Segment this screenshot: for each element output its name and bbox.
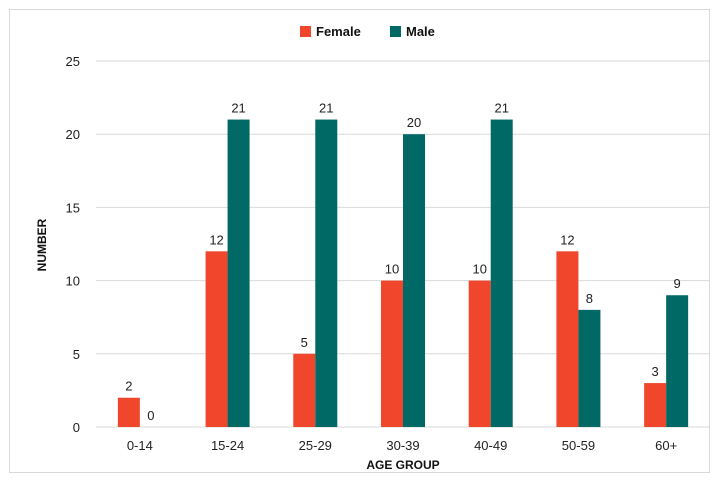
y-tick-label: 25	[66, 54, 80, 69]
y-axis-title: NUMBER	[35, 218, 49, 271]
data-label-female: 2	[125, 379, 132, 394]
y-tick-label: 0	[73, 420, 80, 435]
bar-female	[468, 280, 491, 427]
bar-male	[315, 119, 338, 427]
bar-female	[117, 397, 140, 427]
bar-male	[666, 295, 689, 427]
data-label-male: 8	[586, 291, 593, 306]
x-tick-label: 15-24	[211, 438, 244, 453]
data-labels: 20 12 21 5 21 10 20 10 21 12 8 3 9	[125, 101, 681, 423]
data-label-male: 20	[407, 115, 421, 130]
y-tick-label: 20	[66, 127, 80, 142]
x-tick-label: 0-14	[127, 438, 153, 453]
data-label-female: 12	[209, 232, 223, 247]
data-label-male: 21	[231, 101, 245, 116]
data-label-female: 10	[472, 262, 486, 277]
legend-swatch-female	[300, 26, 311, 37]
bars	[117, 119, 689, 427]
x-tick-label: 60+	[655, 438, 677, 453]
bar-female	[381, 280, 403, 427]
bar-male	[227, 119, 250, 427]
y-axis-ticks: 0 5 10 15 20 25	[66, 54, 80, 435]
x-tick-label: 40-49	[474, 438, 507, 453]
y-tick-label: 15	[66, 200, 80, 215]
chart-frame	[9, 9, 710, 473]
x-axis-ticks: 0-14 15-24 25-29 30-39 40-49 50-59 60+	[127, 438, 677, 453]
bar-female	[556, 251, 579, 427]
legend-label-male: Male	[406, 24, 435, 39]
y-tick-label: 5	[73, 347, 80, 362]
data-label-male: 21	[494, 101, 508, 116]
gridlines	[96, 60, 710, 428]
x-tick-label: 30-39	[386, 438, 419, 453]
bar-male	[578, 309, 601, 427]
bar-female	[644, 383, 667, 427]
data-label-male: 0	[147, 408, 154, 423]
x-tick-label: 25-29	[299, 438, 332, 453]
x-tick-label: 50-59	[562, 438, 595, 453]
x-axis-title: AGE GROUP	[366, 458, 439, 472]
data-label-female: 5	[301, 335, 308, 350]
bar-male	[403, 134, 425, 427]
data-label-female: 12	[560, 232, 574, 247]
bar-male	[490, 119, 513, 427]
y-tick-label: 10	[66, 274, 80, 289]
data-label-female: 3	[652, 364, 659, 379]
legend: Female Male	[300, 24, 435, 39]
bar-female	[205, 251, 228, 427]
data-label-female: 10	[385, 262, 399, 277]
data-label-male: 9	[674, 276, 681, 291]
legend-swatch-male	[390, 26, 401, 37]
data-label-male: 21	[319, 101, 333, 116]
legend-label-female: Female	[316, 24, 361, 39]
bar-female	[293, 353, 316, 427]
